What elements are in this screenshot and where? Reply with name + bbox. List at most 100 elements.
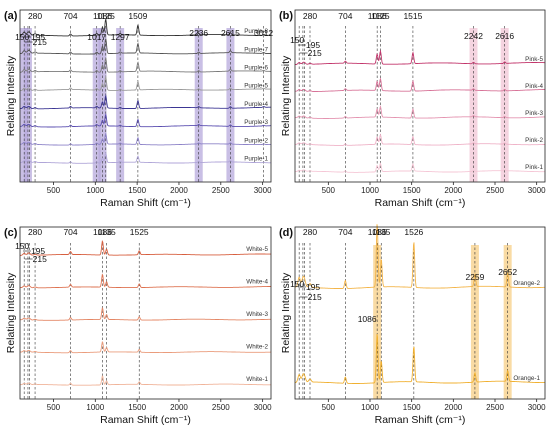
series-line [294, 162, 545, 173]
x-tick-label: 500 [47, 403, 61, 412]
series-label: Purple-3 [244, 119, 268, 126]
series-line [20, 112, 271, 128]
series-label: Purple-2 [244, 137, 268, 144]
x-tick-label: 2500 [486, 186, 504, 195]
series-label: Pink-2 [525, 137, 543, 144]
peak-label: 704 [338, 227, 352, 237]
panel-label: (c) [4, 227, 18, 239]
x-tick-label: 3000 [528, 403, 546, 412]
series-label: White-1 [246, 376, 268, 383]
series-label: Pink-5 [525, 56, 543, 63]
peak-label: 215 [33, 37, 47, 47]
peak-label: 1515 [403, 11, 422, 21]
x-tick-label: 500 [322, 403, 336, 412]
series-line [20, 151, 271, 164]
series-line [295, 105, 545, 119]
peak-label: 1135 [372, 227, 391, 237]
peak-label: 280 [303, 11, 317, 21]
peak-label: 2242 [464, 31, 483, 41]
x-axis-title: Raman Shift (cm⁻¹) [100, 197, 191, 209]
series-label: Purple-8 [244, 28, 268, 35]
plot-frame [294, 9, 546, 183]
peak-label: 2236 [189, 28, 208, 38]
series-line [20, 306, 271, 321]
x-tick-label: 2500 [212, 403, 230, 412]
series-label: Orange-1 [513, 375, 540, 382]
y-axis-title: Relating Intensity [280, 55, 292, 136]
x-axis-title: Raman Shift (cm⁻¹) [375, 197, 466, 209]
peak-label: 150 [15, 32, 29, 42]
peak-label: 2615 [221, 28, 240, 38]
series-line [20, 75, 271, 92]
peak-label: 1086 [368, 11, 387, 21]
series-label: Pink-4 [525, 83, 543, 90]
series-label: White-3 [246, 311, 268, 318]
y-axis-title: Relating Intensity [5, 55, 17, 136]
peak-label: 215 [33, 254, 47, 264]
peak-label: 1086 [93, 11, 112, 21]
x-tick-label: 1000 [361, 403, 379, 412]
series-label: Orange-2 [513, 280, 540, 287]
peak-label: 1509 [128, 11, 147, 21]
series-label: Pink-1 [525, 164, 543, 171]
x-axis-title: Raman Shift (cm⁻¹) [100, 414, 191, 426]
y-axis-title: Relating Intensity [5, 272, 17, 353]
x-tick-label: 2000 [444, 403, 462, 412]
panel-label: (d) [279, 227, 293, 239]
series-line [20, 273, 271, 289]
series-label: Pink-3 [525, 110, 543, 117]
peak-label: 150 [290, 279, 304, 289]
peak-label: 1086 [358, 314, 377, 324]
peak-label: 280 [303, 227, 317, 237]
series-line [20, 340, 271, 354]
peak-label: 2259 [465, 272, 484, 282]
series-line [19, 375, 271, 386]
x-tick-label: 2000 [170, 186, 188, 195]
series-line [295, 77, 545, 92]
series-label: White-5 [246, 246, 268, 253]
x-tick-label: 1000 [86, 186, 104, 195]
peak-label: 1017 [87, 32, 106, 42]
plot-frame [19, 9, 272, 183]
peak-label: 1125 [371, 11, 390, 21]
peak-label: 3012 [254, 28, 273, 38]
series-line [295, 334, 545, 384]
panel-a: Purple-1 Purple-2 Purple-3 Purple-4 Purple-5… [4, 9, 273, 209]
peak-label: 704 [338, 11, 352, 21]
x-tick-label: 1000 [86, 403, 104, 412]
plot-frame [294, 226, 546, 400]
series-line [20, 93, 271, 110]
x-tick-label: 2000 [170, 403, 188, 412]
series-label: White-4 [246, 279, 268, 286]
x-tick-label: 1500 [128, 403, 146, 412]
y-axis-title: Relating Intensity [280, 272, 292, 353]
series-label: White-2 [246, 344, 268, 351]
panel-label: (b) [279, 10, 293, 22]
peak-label: 280 [28, 11, 42, 21]
series-line [295, 49, 545, 66]
series-label: Purple-6 [244, 65, 268, 72]
series-label: Purple-5 [244, 83, 268, 90]
x-axis-title: Raman Shift (cm⁻¹) [375, 414, 466, 426]
peak-label: 215 [308, 292, 322, 302]
peak-label: 195 [306, 40, 320, 50]
peak-label: 150 [15, 241, 29, 251]
x-tick-label: 2500 [486, 403, 504, 412]
x-tick-label: 3000 [254, 186, 272, 195]
series-line [295, 224, 545, 289]
peak-label: 2652 [498, 267, 517, 277]
x-tick-label: 1500 [128, 186, 146, 195]
peak-label: 1125 [97, 11, 116, 21]
x-tick-label: 3000 [254, 403, 272, 412]
plot-frame [19, 226, 272, 400]
peak-label: 280 [28, 227, 42, 237]
series-label: Purple-7 [244, 46, 268, 53]
peak-label: 2616 [495, 31, 514, 41]
peak-label: 704 [63, 227, 77, 237]
peak-label: 195 [306, 282, 320, 292]
peak-label: 1135 [97, 227, 116, 237]
peak-label: 1525 [130, 227, 149, 237]
peak-label: 1086 [368, 227, 387, 237]
